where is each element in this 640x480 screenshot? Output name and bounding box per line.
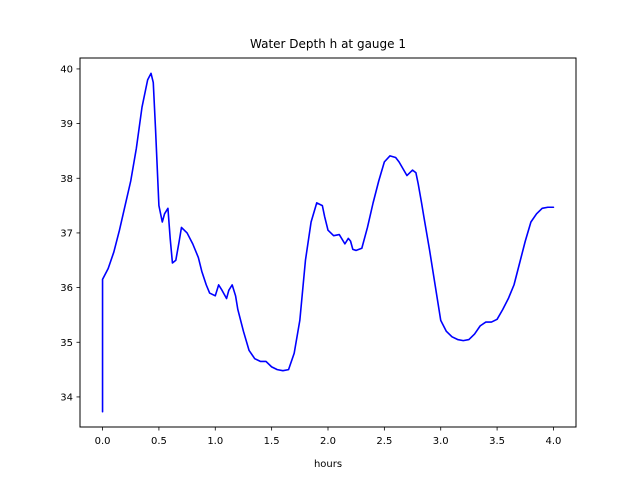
- x-tick-label: 0.0: [95, 436, 111, 447]
- y-tick-label: 38: [60, 174, 73, 185]
- plot-area: [101, 72, 555, 413]
- x-tick-label: 1.0: [207, 436, 223, 447]
- x-tick-label: 2.5: [376, 436, 392, 447]
- y-tick-label: 37: [60, 228, 73, 239]
- x-axis: 0.0 0.5 1.0 1.5 2.0 2.5 3.0 3.5 4.0: [95, 427, 562, 447]
- y-tick-label: 36: [60, 283, 73, 294]
- x-tick-label: 2.0: [320, 436, 336, 447]
- series-line-h: [101, 72, 555, 413]
- x-tick-label: 0.5: [151, 436, 167, 447]
- axes-frame: [79, 57, 577, 428]
- x-tick-label: 4.0: [546, 436, 562, 447]
- x-tick-label: 1.5: [264, 436, 280, 447]
- x-tick-label: 3.0: [433, 436, 449, 447]
- y-tick-label: 35: [60, 338, 73, 349]
- chart-title: Water Depth h at gauge 1: [250, 37, 406, 51]
- x-axis-label: hours: [314, 459, 342, 470]
- y-tick-label: 40: [60, 64, 73, 75]
- y-tick-label: 34: [60, 392, 73, 403]
- y-axis: 34 35 36 37 38 39 40: [60, 64, 80, 403]
- x-tick-label: 3.5: [489, 436, 505, 447]
- y-tick-label: 39: [60, 119, 73, 130]
